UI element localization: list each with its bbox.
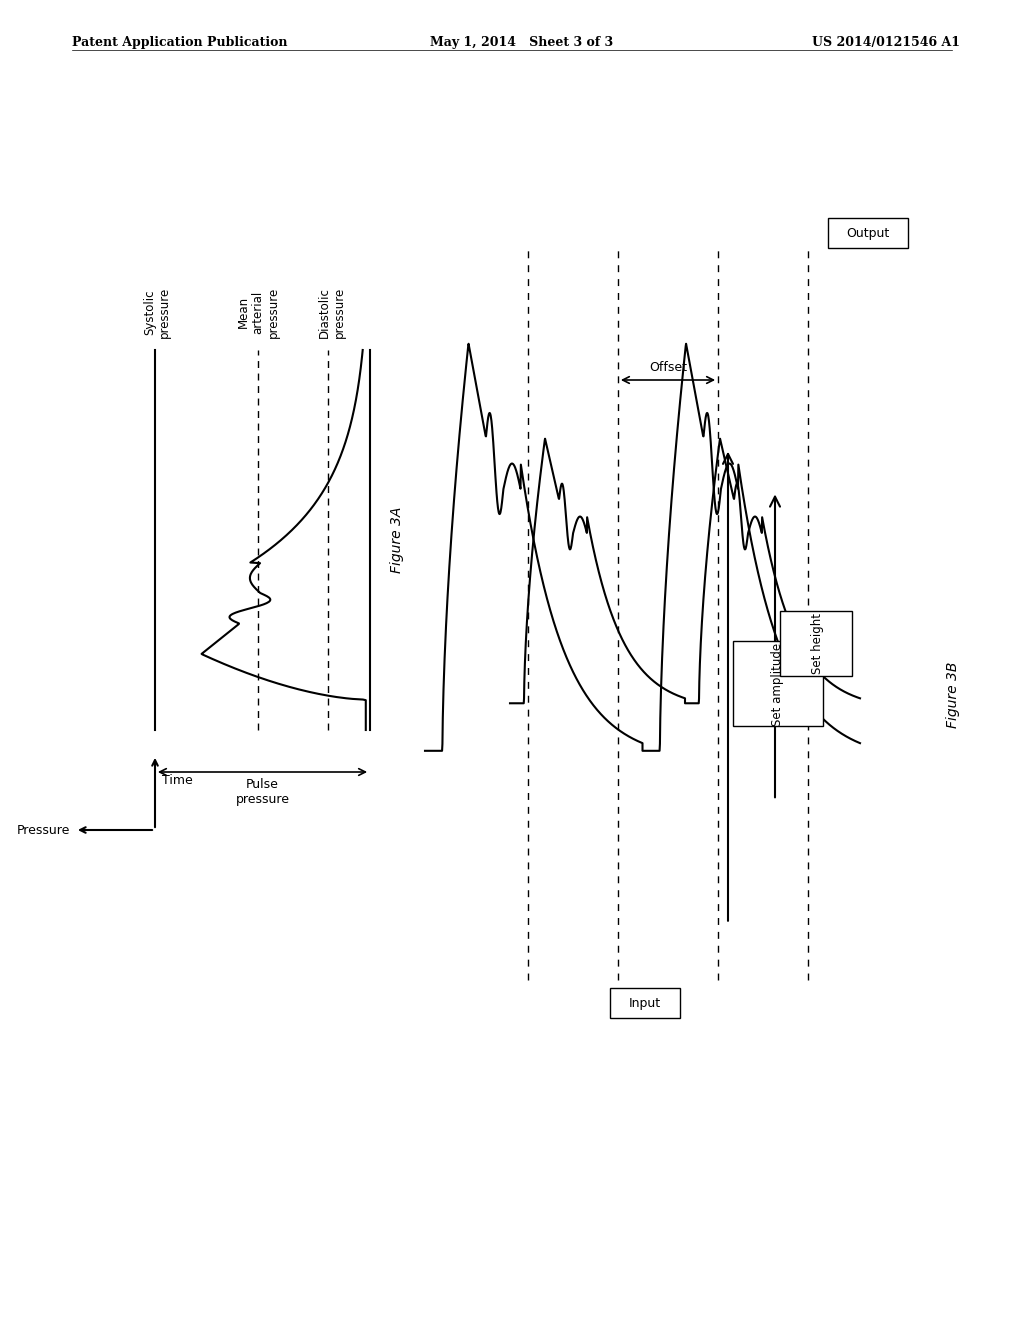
Text: Pressure: Pressure [16, 824, 70, 837]
Text: Patent Application Publication: Patent Application Publication [72, 36, 288, 49]
Text: Output: Output [847, 227, 890, 239]
Text: Input: Input [629, 997, 662, 1010]
Text: May 1, 2014   Sheet 3 of 3: May 1, 2014 Sheet 3 of 3 [430, 36, 613, 49]
Text: Time: Time [162, 774, 193, 787]
Text: Pulse
pressure: Pulse pressure [236, 777, 290, 807]
Bar [780, 611, 852, 676]
Text: Set amplitude: Set amplitude [771, 643, 784, 726]
Text: Figure 3B: Figure 3B [946, 661, 961, 729]
Bar [828, 218, 908, 248]
Text: Diastolic
pressure: Diastolic pressure [318, 286, 346, 338]
Text: Systolic
pressure: Systolic pressure [143, 286, 171, 338]
Text: Figure 3A: Figure 3A [390, 507, 404, 573]
Text: Mean
arterial
pressure: Mean arterial pressure [237, 286, 280, 338]
Text: US 2014/0121546 A1: US 2014/0121546 A1 [812, 36, 961, 49]
Text: Set height: Set height [811, 614, 823, 675]
Bar [610, 987, 680, 1018]
Bar [733, 642, 823, 726]
Text: Offset: Offset [649, 360, 687, 374]
